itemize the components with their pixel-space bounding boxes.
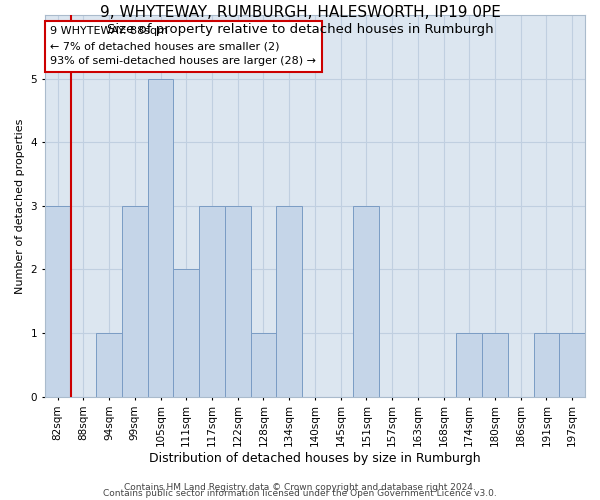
Bar — [173, 270, 199, 396]
Bar — [45, 206, 71, 396]
Bar — [482, 333, 508, 396]
Bar — [559, 333, 585, 396]
Bar — [122, 206, 148, 396]
Bar — [457, 333, 482, 396]
Bar — [277, 206, 302, 396]
Bar — [251, 333, 277, 396]
Text: 9 WHYTEWAY: 88sqm
← 7% of detached houses are smaller (2)
93% of semi-detached h: 9 WHYTEWAY: 88sqm ← 7% of detached house… — [50, 26, 316, 66]
Text: Contains HM Land Registry data © Crown copyright and database right 2024.: Contains HM Land Registry data © Crown c… — [124, 484, 476, 492]
Bar — [199, 206, 225, 396]
Text: Size of property relative to detached houses in Rumburgh: Size of property relative to detached ho… — [107, 22, 493, 36]
Bar — [96, 333, 122, 396]
Text: 9, WHYTEWAY, RUMBURGH, HALESWORTH, IP19 0PE: 9, WHYTEWAY, RUMBURGH, HALESWORTH, IP19 … — [100, 5, 500, 20]
X-axis label: Distribution of detached houses by size in Rumburgh: Distribution of detached houses by size … — [149, 452, 481, 465]
Bar — [533, 333, 559, 396]
Bar — [225, 206, 251, 396]
Bar — [148, 78, 173, 396]
Bar — [353, 206, 379, 396]
Y-axis label: Number of detached properties: Number of detached properties — [15, 118, 25, 294]
Text: Contains public sector information licensed under the Open Government Licence v3: Contains public sector information licen… — [103, 489, 497, 498]
